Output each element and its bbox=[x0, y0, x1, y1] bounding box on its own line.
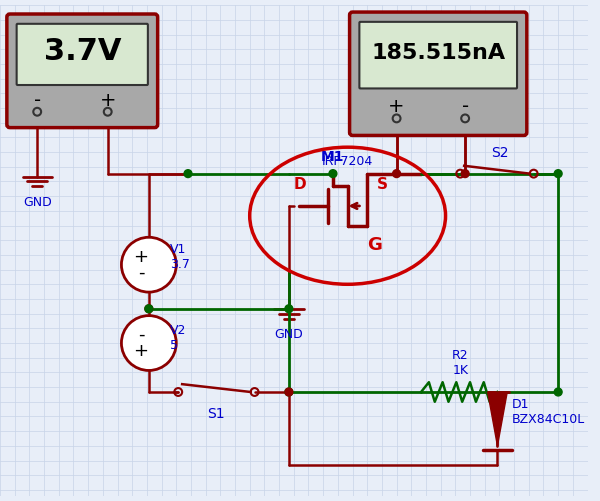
Circle shape bbox=[392, 170, 401, 177]
Text: +: + bbox=[134, 248, 149, 266]
Text: S2: S2 bbox=[491, 146, 508, 160]
Text: GND: GND bbox=[274, 328, 303, 341]
Circle shape bbox=[285, 305, 293, 313]
Circle shape bbox=[145, 305, 153, 313]
Text: -: - bbox=[461, 97, 469, 116]
FancyBboxPatch shape bbox=[350, 12, 527, 135]
Text: IRF7204: IRF7204 bbox=[322, 155, 373, 168]
Text: 3.7V: 3.7V bbox=[44, 37, 121, 66]
Text: M1: M1 bbox=[321, 150, 344, 164]
FancyBboxPatch shape bbox=[7, 14, 158, 128]
Text: V2
5: V2 5 bbox=[170, 324, 187, 352]
Text: -: - bbox=[138, 264, 144, 282]
Text: D: D bbox=[294, 177, 307, 192]
Text: -: - bbox=[34, 92, 41, 111]
Circle shape bbox=[184, 170, 192, 177]
Circle shape bbox=[121, 316, 176, 370]
Text: +: + bbox=[388, 97, 405, 116]
Polygon shape bbox=[488, 392, 507, 446]
Text: S1: S1 bbox=[208, 407, 225, 421]
FancyBboxPatch shape bbox=[359, 22, 517, 89]
Circle shape bbox=[285, 388, 293, 396]
Text: S: S bbox=[377, 177, 388, 192]
FancyBboxPatch shape bbox=[17, 24, 148, 85]
Text: G: G bbox=[367, 236, 382, 254]
Text: -: - bbox=[138, 326, 144, 344]
Circle shape bbox=[285, 388, 293, 396]
Circle shape bbox=[554, 170, 562, 177]
Circle shape bbox=[329, 170, 337, 177]
Circle shape bbox=[554, 388, 562, 396]
Text: D1
BZX84C10L: D1 BZX84C10L bbox=[512, 398, 586, 425]
Text: 185.515nA: 185.515nA bbox=[371, 43, 505, 63]
Text: +: + bbox=[100, 92, 116, 111]
Text: V1
3.7: V1 3.7 bbox=[170, 243, 190, 271]
Text: GND: GND bbox=[23, 196, 52, 209]
Circle shape bbox=[461, 170, 469, 177]
Circle shape bbox=[145, 305, 153, 313]
Text: R2
1K: R2 1K bbox=[452, 349, 469, 377]
Text: +: + bbox=[134, 342, 149, 360]
Circle shape bbox=[121, 237, 176, 292]
